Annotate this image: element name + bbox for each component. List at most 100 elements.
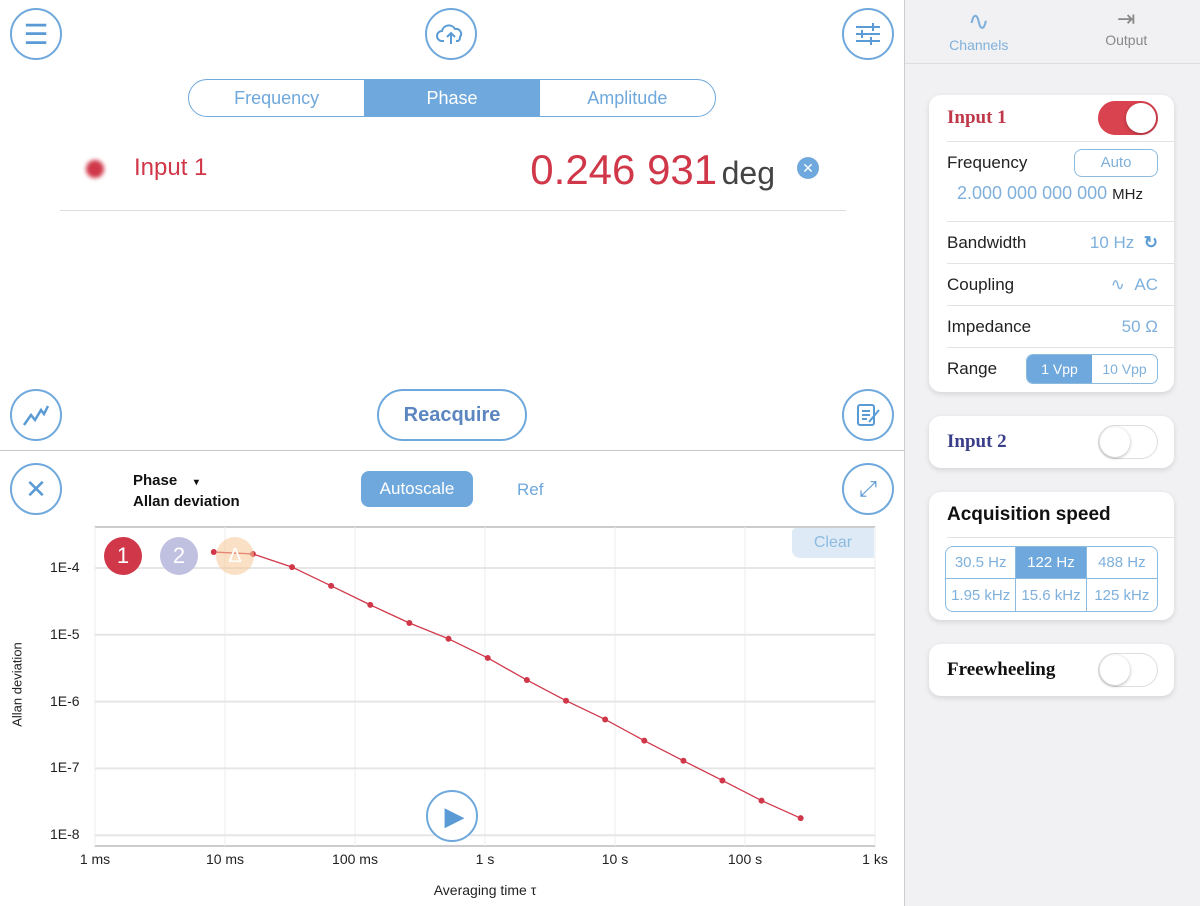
data-point — [484, 654, 491, 661]
range-label: Range — [947, 358, 998, 378]
clear-reading-icon[interactable]: ✕ — [797, 157, 819, 179]
expand-arrows-icon: ⤢ — [859, 476, 877, 501]
tab-amplitude[interactable]: Amplitude — [587, 87, 668, 108]
x-tick-label: 10 s — [601, 851, 629, 867]
data-point — [797, 815, 804, 822]
coupling-label: Coupling — [947, 274, 1015, 294]
input2-card: Input 2 — [929, 416, 1174, 468]
tab-frequency[interactable]: Frequency — [234, 87, 320, 108]
range-1vpp[interactable]: 1 Vpp — [1027, 354, 1092, 383]
speed-option[interactable]: 15.6 kHz — [1016, 579, 1087, 611]
tab-phase[interactable]: Phase — [364, 80, 540, 116]
coupling-value-group[interactable]: ∿ AC — [1111, 275, 1158, 295]
bandwidth-value[interactable]: 10 Hz — [1089, 232, 1135, 252]
input1-title: Input 1 — [947, 107, 1007, 128]
plot-statistic: Allan deviation — [133, 493, 240, 510]
y-tick-label: 1E-8 — [50, 826, 80, 843]
ref-button[interactable]: Ref — [517, 480, 544, 499]
menu-button[interactable]: ☰ — [10, 8, 62, 60]
clear-button[interactable]: Clear — [792, 528, 874, 558]
data-point — [328, 582, 335, 589]
refresh-icon[interactable]: ↻ — [1143, 232, 1158, 252]
measurement-panel: ☰ Frequency Phase Amplitude Input 1 0.24… — [0, 0, 905, 906]
input1-card: Input 1 Frequency Auto 2.000 000 000 000 … — [929, 95, 1174, 392]
frequency-value: 2.000 000 000 000 — [957, 183, 1108, 203]
channel-1-badge[interactable]: 1 — [104, 537, 142, 575]
data-point — [523, 677, 530, 684]
input1-toggle[interactable] — [1098, 101, 1158, 135]
sliders-icon — [856, 23, 880, 45]
close-plot-button[interactable]: ✕ — [10, 463, 62, 515]
frequency-auto-button[interactable]: Auto — [1074, 148, 1158, 177]
settings-button[interactable] — [842, 8, 894, 60]
range-10vpp[interactable]: 10 Vpp — [1102, 360, 1147, 377]
data-point — [563, 697, 570, 704]
data-point — [445, 635, 452, 642]
input2-title: Input 2 — [947, 431, 1007, 452]
acquisition-title: Acquisition speed — [947, 492, 1174, 538]
speed-option[interactable]: 125 kHz — [1094, 586, 1150, 604]
x-tick-label: 100 s — [727, 851, 763, 867]
data-point — [758, 797, 765, 804]
delta-badge[interactable]: Δ — [216, 537, 254, 575]
reading-channel: Input 1 — [134, 154, 208, 181]
input2-toggle[interactable] — [1098, 425, 1158, 459]
output-icon: ⇥ — [1117, 6, 1136, 31]
tab-channels[interactable]: ∿ Channels — [905, 0, 1053, 63]
sidebar-tabs: ∿ Channels ⇥ Output — [905, 0, 1200, 64]
plot-selector[interactable]: Phase ▾ Allan deviation — [133, 471, 240, 511]
divider — [60, 210, 846, 211]
expand-plot-button[interactable]: ⤢ — [842, 463, 894, 515]
reading-value: 0.246 931 — [530, 146, 718, 193]
x-tick-label: 1 ks — [862, 851, 888, 867]
speed-option-selected[interactable]: 122 Hz — [1016, 547, 1087, 579]
speed-option[interactable]: 1.95 kHz — [946, 579, 1017, 611]
upload-button[interactable] — [425, 8, 477, 60]
reading-unit: deg — [721, 155, 775, 191]
acquisition-speed-options: 30.5 Hz 122 Hz 488 Hz 1.95 kHz 15.6 kHz … — [945, 546, 1158, 612]
impedance-value[interactable]: 50 Ω — [1121, 316, 1158, 336]
cloud-upload-icon — [436, 24, 463, 44]
reacquire-button[interactable]: Reacquire — [377, 389, 527, 441]
x-tick-label: 10 ms — [205, 851, 245, 867]
frequency-field[interactable]: 2.000 000 000 000 MHz — [947, 183, 1174, 221]
data-point — [641, 737, 648, 744]
series-line — [213, 551, 801, 819]
play-icon: ▶ — [444, 800, 465, 831]
data-point — [367, 601, 374, 608]
input1-indicator — [86, 160, 104, 178]
x-tick-label: 1 s — [475, 851, 495, 867]
y-tick-label: 1E-6 — [50, 692, 80, 709]
impedance-label: Impedance — [947, 316, 1032, 336]
coupling-value: AC — [1134, 274, 1158, 294]
play-button[interactable]: ▶ — [426, 790, 478, 842]
notes-button[interactable] — [842, 389, 894, 441]
sine-wave-icon: ∿ — [967, 6, 990, 36]
speed-option[interactable]: 30.5 Hz — [946, 547, 1017, 579]
x-tick-label: 1 ms — [79, 851, 111, 867]
close-icon: ✕ — [25, 473, 47, 504]
tab-output[interactable]: ⇥ Output — [1053, 0, 1200, 63]
data-point — [406, 620, 413, 627]
acquisition-speed-card: Acquisition speed 30.5 Hz 122 Hz 488 Hz … — [929, 492, 1174, 620]
plot-quantity: Phase — [133, 472, 178, 489]
data-point — [289, 564, 296, 571]
data-point — [602, 716, 609, 723]
freewheeling-card: Freewheeling — [929, 644, 1174, 696]
tab-channels-label: Channels — [949, 37, 1009, 53]
reading-value-group: 0.246 931 deg — [440, 146, 775, 194]
tab-output-label: Output — [1105, 32, 1148, 48]
channel-2-badge[interactable]: 2 — [160, 537, 198, 575]
trend-chart-icon — [22, 405, 50, 426]
speed-option[interactable]: 488 Hz — [1086, 547, 1157, 579]
autoscale-button[interactable]: Autoscale — [361, 471, 473, 507]
x-tick-label: 100 ms — [332, 851, 378, 867]
data-point — [719, 777, 726, 784]
allan-deviation-chart[interactable] — [0, 0, 905, 906]
measurement-tabs: Frequency Phase Amplitude — [188, 79, 716, 117]
data-point — [680, 757, 687, 764]
chart-toggle-button[interactable] — [10, 389, 62, 441]
x-axis-label: Averaging time τ — [433, 882, 537, 898]
freewheeling-toggle[interactable] — [1098, 653, 1158, 687]
frequency-label: Frequency — [947, 152, 1028, 172]
